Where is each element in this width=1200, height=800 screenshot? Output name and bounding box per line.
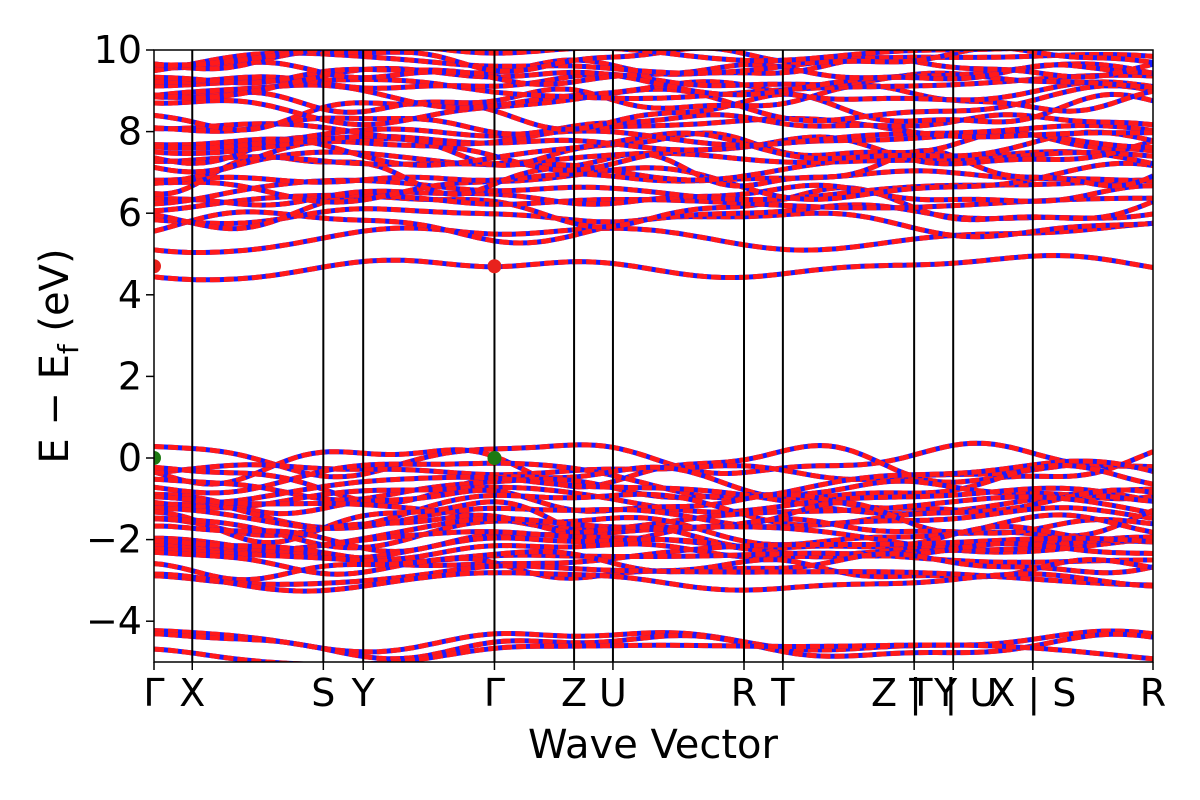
band-line-spin-down: [154, 252, 1153, 283]
y-tick-label: 10: [94, 28, 142, 72]
band-line-spin-down: [154, 538, 1153, 562]
vbm-marker: [154, 451, 161, 465]
x-tick-label: Z: [561, 671, 587, 715]
plot-frame: [153, 49, 1154, 663]
band-line-spin-up: [154, 440, 1153, 480]
band-line-spin-up: [154, 149, 1153, 186]
x-tick-label: Z | Y: [871, 671, 958, 716]
y-tick-label: 2: [118, 354, 142, 398]
x-tick-label: T: [770, 671, 795, 715]
y-axis-title: E − Ef (eV): [32, 248, 85, 463]
y-tick-label: −2: [86, 518, 142, 562]
y-tick-label: 0: [118, 436, 142, 480]
band-line-spin-up: [154, 122, 1153, 151]
x-tick-label: Γ: [484, 671, 505, 715]
band-line-spin-up: [154, 642, 1153, 662]
band-line-spin-down: [154, 182, 1153, 208]
band-line-spin-down: [154, 116, 1153, 147]
y-tick-label: 8: [118, 110, 142, 154]
svg-text:E − Ef (eV): E − Ef (eV): [32, 248, 85, 463]
band-line-spin-up: [154, 61, 1153, 101]
x-tick-label: U: [599, 671, 627, 715]
x-tick-label: S: [311, 671, 335, 715]
band-line-spin-up: [154, 82, 1153, 115]
band-line-spin-down: [154, 50, 1035, 68]
y-axis-title-sub: f: [52, 343, 85, 354]
band-line-spin-down: [154, 631, 1153, 662]
vbm-marker: [487, 451, 502, 465]
band-line-spin-up: [154, 168, 1153, 185]
band-line-spin-up: [154, 72, 1153, 101]
y-axis-title-main: E − E: [32, 354, 78, 464]
band-line-spin-up: [154, 50, 1153, 76]
band-line-spin-up: [154, 461, 1153, 483]
band-line-spin-up: [154, 494, 1153, 533]
x-tick-label: R: [1140, 671, 1166, 715]
cbm-marker: [487, 259, 502, 274]
bands-layer: [154, 50, 1153, 662]
band-line-spin-up: [154, 523, 1153, 555]
y-axis-title-unit: (eV): [32, 248, 78, 344]
band-line-spin-up: [154, 192, 1153, 214]
x-tick-label: R: [731, 671, 757, 715]
y-tick-label: 4: [118, 273, 142, 317]
x-tick-label: X | S: [989, 671, 1076, 716]
band-line-spin-up: [154, 546, 1153, 565]
band-line-spin-up: [154, 160, 1153, 205]
x-axis-title: Wave Vector: [528, 722, 779, 768]
band-line-spin-up: [154, 535, 1153, 568]
x-tick-label: T | U: [908, 671, 997, 716]
y-tick-label: 6: [118, 191, 142, 235]
band-line-spin-up: [154, 442, 1153, 490]
x-tick-label: Y: [351, 671, 376, 715]
y-tick-label: −4: [86, 599, 142, 643]
cbm-marker: [154, 259, 161, 274]
band-line-spin-down: [154, 570, 1153, 594]
x-tick-label: X: [179, 671, 205, 715]
kpoint-lines: [191, 50, 1034, 662]
x-tick-label: Γ: [143, 671, 164, 715]
band-line-spin-down: [154, 474, 1153, 517]
y-axis-ticks: −4 −2 0 2 4 6 8 10: [86, 28, 154, 643]
band-line-spin-up: [154, 149, 1153, 167]
extrema-markers: [154, 259, 502, 465]
